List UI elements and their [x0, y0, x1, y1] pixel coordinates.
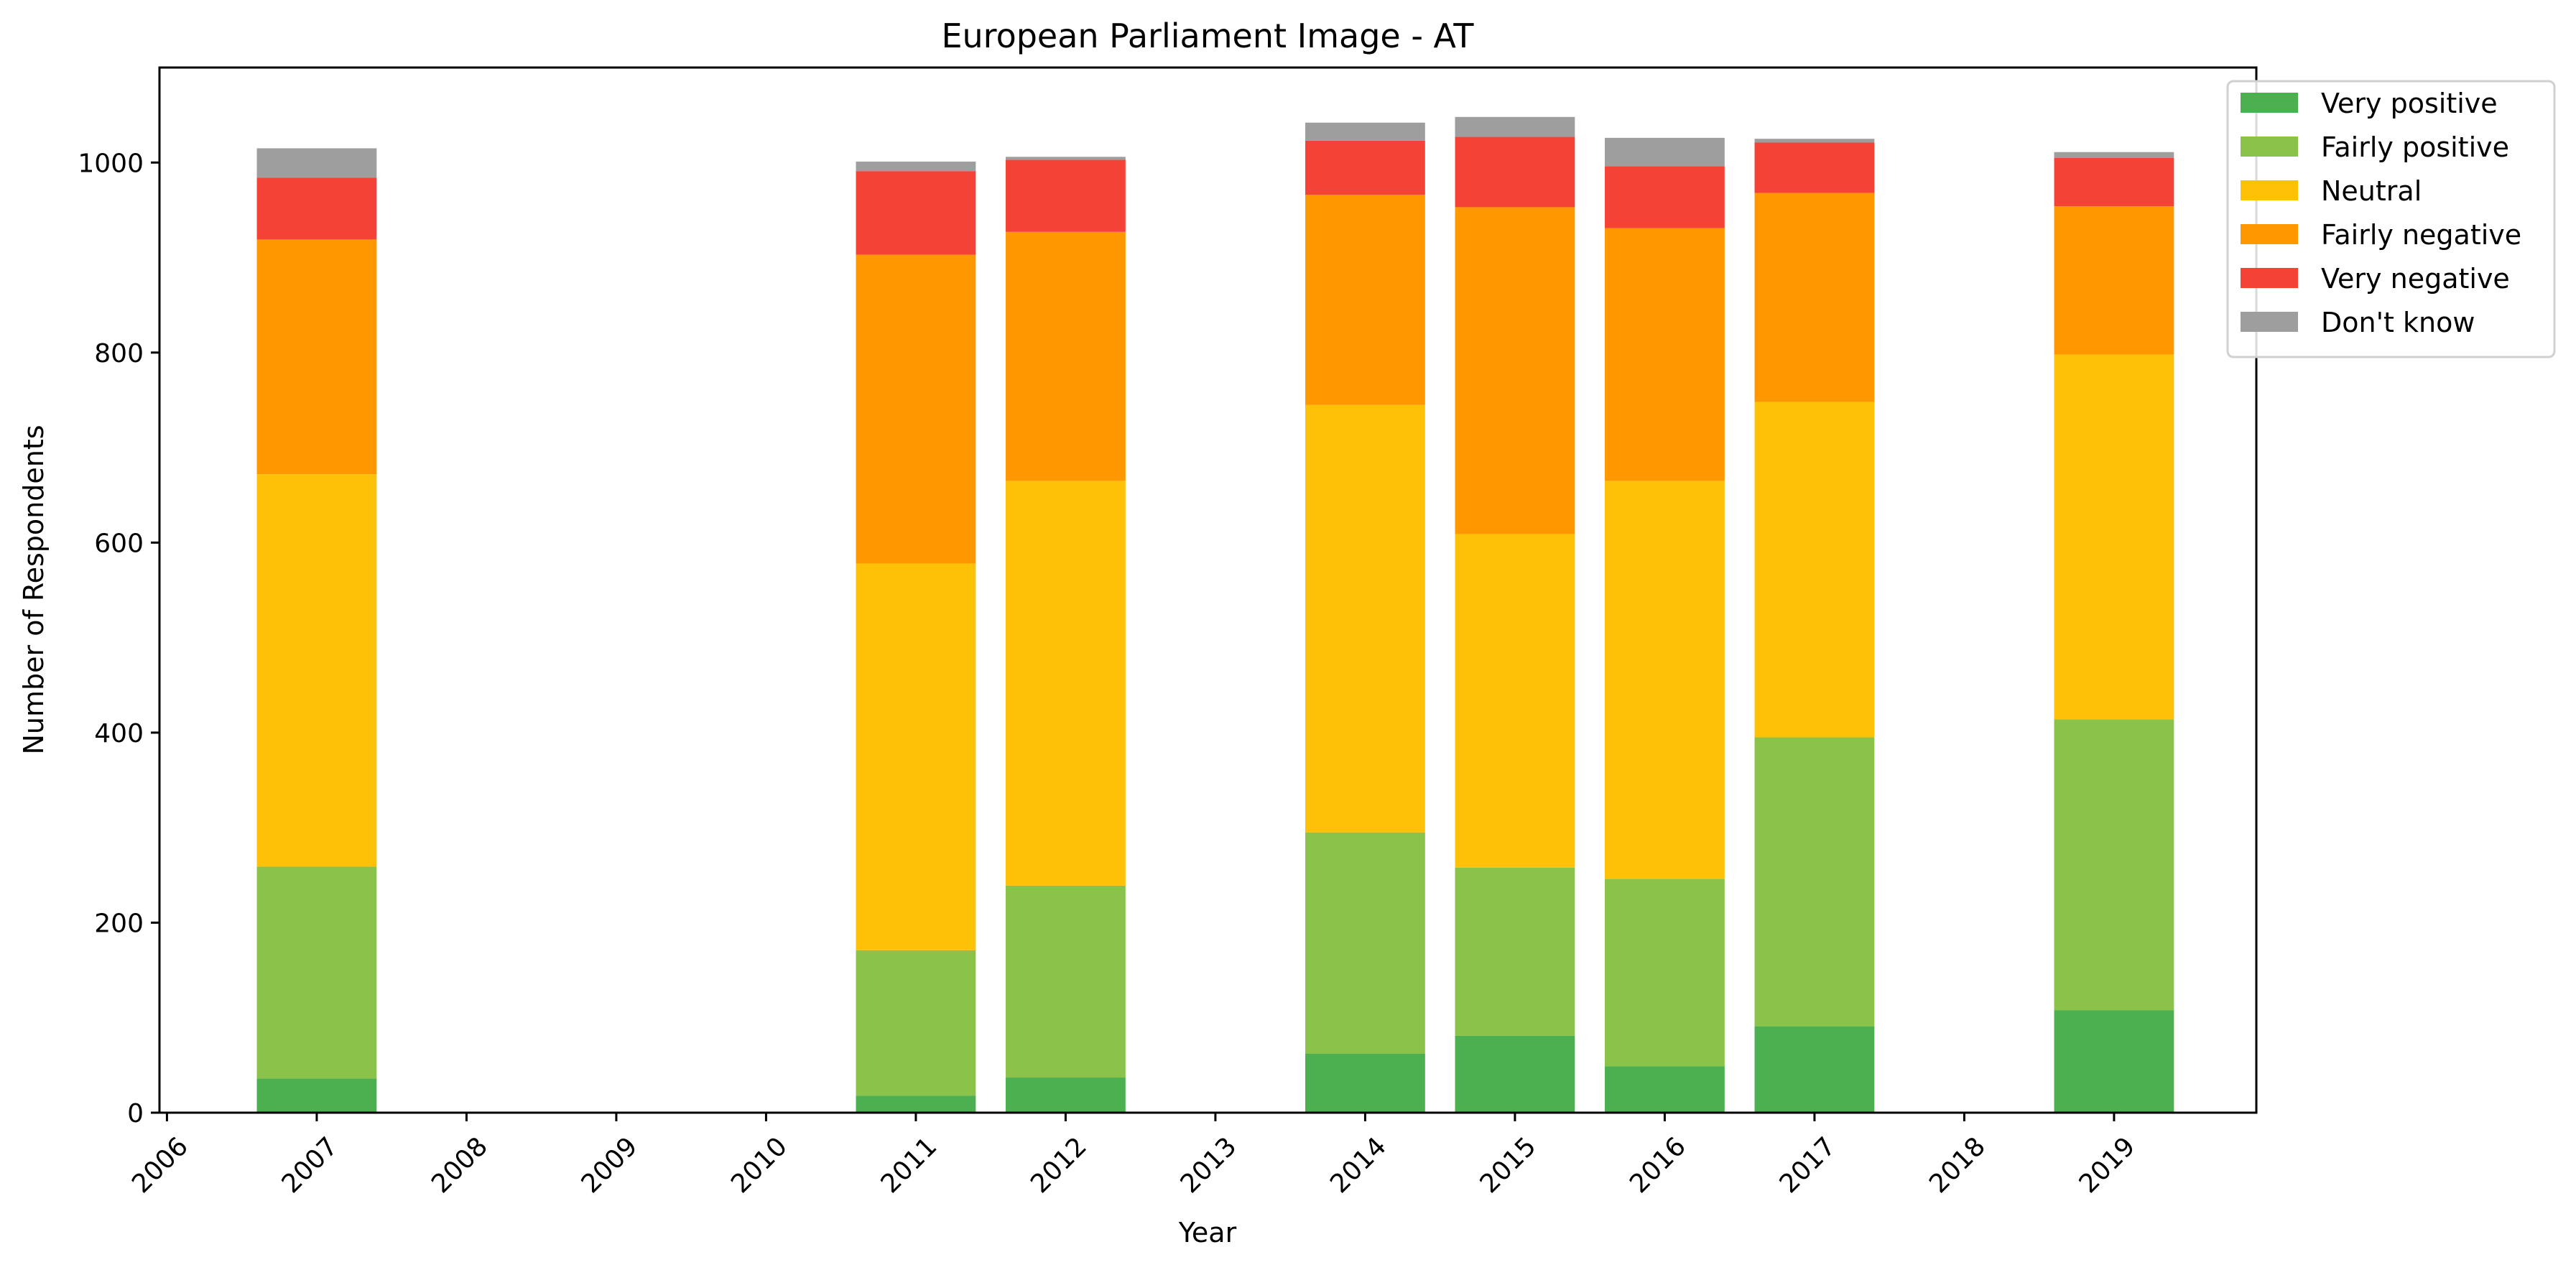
y-tick-label-800: 800 — [94, 339, 144, 369]
legend-swatch-don-t-know — [2241, 312, 2298, 332]
bar-segment-2019-fairly-positive — [2054, 719, 2174, 1011]
plot-bars — [256, 116, 2174, 1113]
x-tick-label-2011: 2011 — [876, 1131, 943, 1199]
bar-segment-2007-fairly-positive — [256, 866, 377, 1079]
bar-segment-2007-fairly-negative — [256, 239, 377, 475]
legend-swatch-very-negative — [2241, 268, 2298, 288]
bar-segment-2019-very-negative — [2054, 157, 2174, 207]
bar-segment-2017-very-positive — [1754, 1026, 1875, 1113]
bar-segment-2014-fairly-negative — [1305, 195, 1425, 405]
legend-label-very-negative: Very negative — [2321, 263, 2510, 295]
legend-label-fairly-positive: Fairly positive — [2321, 131, 2509, 163]
bar-segment-2014-fairly-positive — [1305, 832, 1425, 1054]
bar-segment-2014-very-positive — [1305, 1053, 1425, 1113]
legend-swatch-fairly-negative — [2241, 224, 2298, 244]
bar-segment-2019-neutral — [2054, 354, 2174, 720]
bar-segment-2007-very-negative — [256, 177, 377, 240]
bar-segment-2016-very-negative — [1605, 166, 1725, 228]
bar-segment-2015-don-t-know — [1455, 116, 1575, 137]
bar-segment-2011-don-t-know — [856, 161, 976, 172]
bar-segment-2012-neutral — [1006, 481, 1126, 886]
x-tick-label-2016: 2016 — [1624, 1131, 1692, 1199]
y-axis: 0 200 400 600 800 1000 — [78, 149, 159, 1128]
bar-segment-2007-very-positive — [256, 1078, 377, 1113]
bar-segment-2012-don-t-know — [1006, 157, 1126, 160]
bar-segment-2017-fairly-positive — [1754, 737, 1875, 1026]
legend-label-fairly-negative: Fairly negative — [2321, 219, 2521, 251]
bar-segment-2019-don-t-know — [2054, 152, 2174, 158]
bar-segment-2012-very-positive — [1006, 1077, 1126, 1113]
bar-segment-2017-don-t-know — [1754, 139, 1875, 143]
x-tick-label-2009: 2009 — [576, 1131, 644, 1199]
x-tick-label-2008: 2008 — [426, 1131, 494, 1199]
bar-segment-2007-neutral — [256, 474, 377, 867]
x-tick-label-2018: 2018 — [1924, 1131, 1991, 1199]
bar-segment-2016-neutral — [1605, 481, 1725, 879]
bar-segment-2015-fairly-negative — [1455, 207, 1575, 534]
bar-segment-2014-don-t-know — [1305, 122, 1425, 141]
bar-segment-2011-neutral — [856, 563, 976, 950]
bar-segment-2015-very-negative — [1455, 136, 1575, 208]
bar-segment-2016-very-positive — [1605, 1066, 1725, 1113]
x-tick-label-2019: 2019 — [2074, 1131, 2141, 1199]
bar-segment-2007-don-t-know — [256, 148, 377, 178]
bar-segment-2015-neutral — [1455, 534, 1575, 868]
bar-segment-2017-fairly-negative — [1754, 193, 1875, 402]
bar-segment-2011-fairly-positive — [856, 950, 976, 1096]
bar-segment-2012-very-negative — [1006, 159, 1126, 232]
chart-title: European Parliament Image - AT — [941, 17, 1474, 55]
y-tick-label-200: 200 — [94, 909, 144, 938]
legend-swatch-fairly-positive — [2241, 136, 2298, 157]
bar-segment-2017-very-negative — [1754, 142, 1875, 193]
bar-segment-2019-fairly-negative — [2054, 206, 2174, 355]
bar-segment-2015-very-positive — [1455, 1035, 1575, 1113]
x-tick-label-2017: 2017 — [1774, 1131, 1842, 1199]
bar-segment-2015-fairly-positive — [1455, 867, 1575, 1036]
bar-segment-2016-don-t-know — [1605, 137, 1725, 167]
x-tick-label-2014: 2014 — [1325, 1131, 1392, 1199]
x-axis-label: Year — [1178, 1217, 1237, 1248]
x-tick-label-2013: 2013 — [1175, 1131, 1243, 1199]
x-tick-label-2007: 2007 — [277, 1131, 344, 1199]
x-axis: 2006 2007 2008 2009 2010 2011 2012 2013 2014 2015… — [126, 1113, 2141, 1199]
bar-segment-2012-fairly-negative — [1006, 231, 1126, 481]
legend-label-neutral: Neutral — [2321, 175, 2422, 207]
legend-swatch-very-positive — [2241, 93, 2298, 113]
x-tick-label-2012: 2012 — [1025, 1131, 1093, 1199]
bar-segment-2017-neutral — [1754, 402, 1875, 738]
y-tick-label-1000: 1000 — [78, 149, 144, 178]
legend-swatch-neutral — [2241, 180, 2298, 200]
y-tick-label-0: 0 — [127, 1099, 144, 1128]
legend-frame — [2226, 80, 2556, 358]
legend-label-don-t-know: Don't know — [2321, 307, 2475, 338]
legend: Very positive Fairly positive Neutral Fairl… — [2226, 80, 2556, 358]
x-tick-label-2015: 2015 — [1475, 1131, 1542, 1199]
bar-segment-2012-fairly-positive — [1006, 885, 1126, 1078]
bar-segment-2014-neutral — [1305, 404, 1425, 833]
bar-segment-2011-fairly-negative — [856, 254, 976, 564]
legend-label-very-positive: Very positive — [2321, 88, 2498, 119]
bar-segment-2011-very-negative — [856, 171, 976, 255]
bar-segment-2016-fairly-positive — [1605, 879, 1725, 1067]
y-tick-label-600: 600 — [94, 529, 144, 558]
bar-segment-2011-very-positive — [856, 1095, 976, 1113]
x-tick-label-2010: 2010 — [726, 1131, 793, 1199]
bar-segment-2019-very-positive — [2054, 1010, 2174, 1113]
plot-frame — [158, 66, 2258, 1114]
bar-segment-2016-fairly-negative — [1605, 228, 1725, 481]
y-tick-label-400: 400 — [94, 719, 144, 748]
bar-segment-2014-very-negative — [1305, 140, 1425, 195]
x-tick-label-2006: 2006 — [126, 1131, 194, 1199]
y-axis-label: Number of Respondents — [18, 425, 50, 754]
